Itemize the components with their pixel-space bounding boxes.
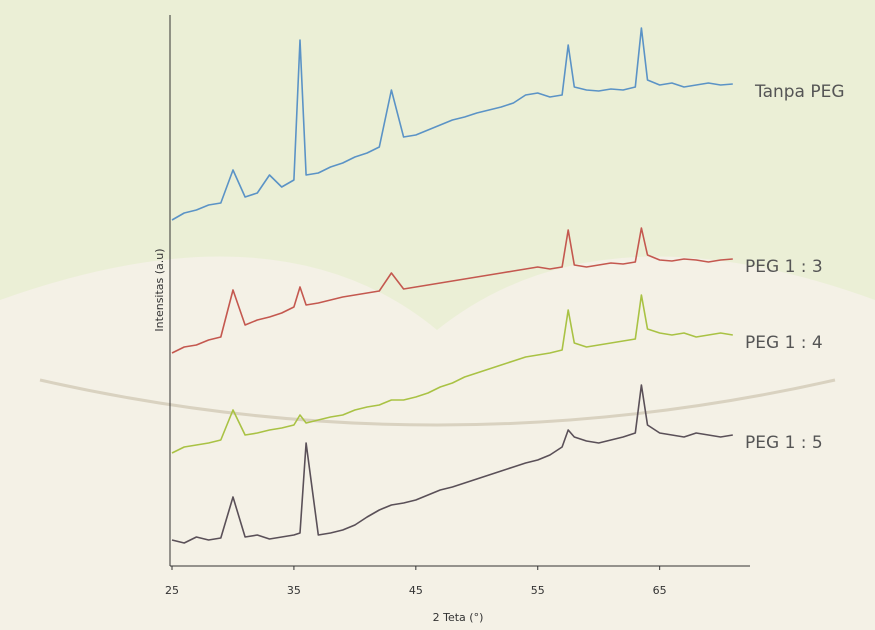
watermark-shape: [0, 0, 875, 330]
series-label: PEG 1 : 3: [745, 257, 823, 277]
series-label: PEG 1 : 4: [745, 333, 823, 353]
series-line: [171, 384, 733, 544]
series-line: [171, 227, 733, 354]
x-tick-label: 35: [287, 584, 301, 597]
series-label: PEG 1 : 5: [745, 433, 823, 453]
series-line: [171, 294, 733, 454]
x-tick-label: 45: [409, 584, 423, 597]
x-tick-label: 55: [531, 584, 545, 597]
y-axis-label: Intensitas (a.u): [153, 248, 166, 331]
x-axis-label: 2 Teta (°): [433, 611, 484, 624]
series-line: [171, 27, 733, 221]
x-tick-label: 65: [653, 584, 667, 597]
series-label: Tanpa PEG: [754, 82, 845, 102]
x-tick-label: 25: [165, 584, 179, 597]
watermark-arc: [39, 378, 836, 427]
